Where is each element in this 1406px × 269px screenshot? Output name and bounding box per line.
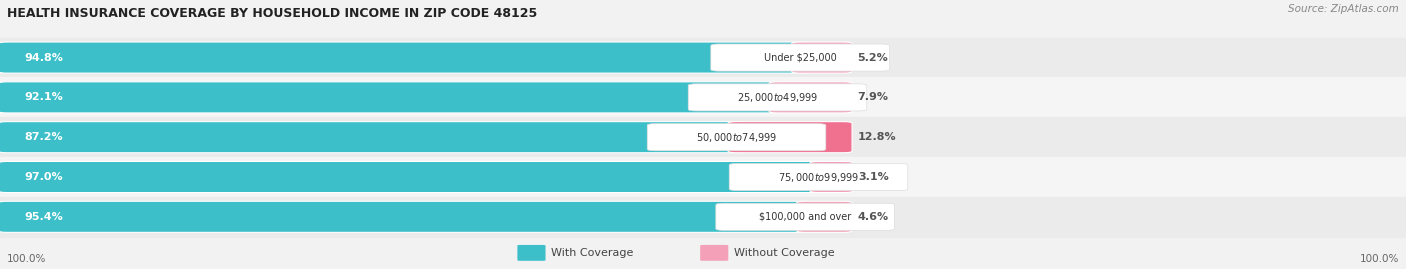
Text: Under $25,000: Under $25,000 — [763, 52, 837, 63]
Text: 3.1%: 3.1% — [859, 172, 889, 182]
Text: $100,000 and over: $100,000 and over — [759, 212, 851, 222]
Bar — [0, 157, 1406, 197]
FancyBboxPatch shape — [716, 203, 894, 230]
Text: $50,000 to $74,999: $50,000 to $74,999 — [696, 131, 778, 144]
FancyBboxPatch shape — [0, 42, 808, 73]
Text: 97.0%: 97.0% — [24, 172, 62, 182]
FancyBboxPatch shape — [688, 84, 866, 111]
Text: Source: ZipAtlas.com: Source: ZipAtlas.com — [1288, 4, 1399, 14]
FancyBboxPatch shape — [728, 122, 852, 153]
FancyBboxPatch shape — [792, 42, 852, 73]
Text: 12.8%: 12.8% — [858, 132, 896, 142]
FancyBboxPatch shape — [647, 124, 825, 151]
Bar — [0, 77, 1406, 117]
FancyBboxPatch shape — [810, 161, 853, 193]
FancyBboxPatch shape — [0, 82, 786, 113]
FancyBboxPatch shape — [0, 201, 814, 232]
Text: 5.2%: 5.2% — [858, 52, 889, 63]
Text: $75,000 to $99,999: $75,000 to $99,999 — [778, 171, 859, 183]
Text: 7.9%: 7.9% — [858, 92, 889, 102]
Text: 95.4%: 95.4% — [24, 212, 63, 222]
FancyBboxPatch shape — [0, 122, 745, 153]
Bar — [0, 197, 1406, 237]
Bar — [0, 38, 1406, 77]
FancyBboxPatch shape — [769, 82, 852, 113]
FancyBboxPatch shape — [711, 44, 890, 71]
Text: HEALTH INSURANCE COVERAGE BY HOUSEHOLD INCOME IN ZIP CODE 48125: HEALTH INSURANCE COVERAGE BY HOUSEHOLD I… — [7, 7, 537, 20]
Text: Without Coverage: Without Coverage — [734, 248, 835, 258]
Text: 87.2%: 87.2% — [24, 132, 62, 142]
FancyBboxPatch shape — [730, 164, 908, 190]
Text: 100.0%: 100.0% — [1360, 254, 1399, 264]
Text: $25,000 to $49,999: $25,000 to $49,999 — [737, 91, 818, 104]
Text: 94.8%: 94.8% — [24, 52, 63, 63]
FancyBboxPatch shape — [797, 201, 852, 232]
FancyBboxPatch shape — [517, 245, 546, 261]
Text: With Coverage: With Coverage — [551, 248, 634, 258]
FancyBboxPatch shape — [0, 161, 827, 193]
Text: 4.6%: 4.6% — [858, 212, 889, 222]
FancyBboxPatch shape — [700, 245, 728, 261]
Bar — [0, 117, 1406, 157]
Text: 100.0%: 100.0% — [7, 254, 46, 264]
Text: 92.1%: 92.1% — [24, 92, 63, 102]
